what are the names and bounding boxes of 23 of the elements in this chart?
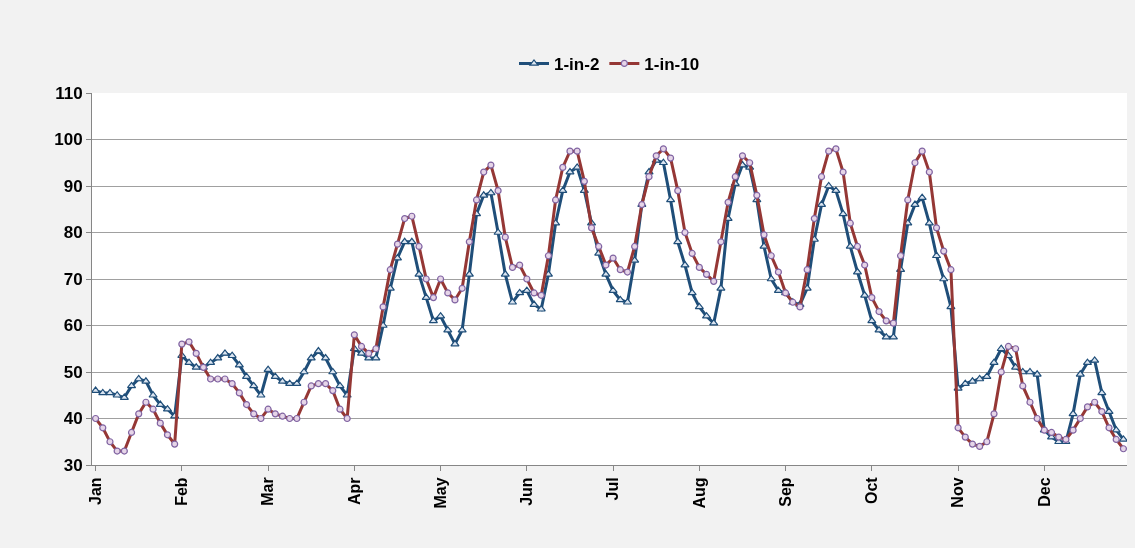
x-tick-label: Apr	[345, 477, 363, 505]
y-tick-label: 90	[63, 176, 83, 196]
y-tick-label: 100	[54, 130, 83, 150]
y-tick-label: 80	[63, 223, 83, 243]
x-tick-label: Jan	[86, 477, 104, 505]
x-tick-label: Feb	[173, 477, 191, 506]
legend-label: 1-in-2	[554, 55, 600, 75]
y-tick-label: 50	[63, 362, 83, 382]
y-tick-label: 40	[63, 409, 83, 429]
x-tick-label: Jun	[518, 477, 536, 506]
x-tick-label: Nov	[949, 477, 967, 508]
y-tick-label: 60	[63, 316, 83, 336]
x-tick-label: Oct	[863, 476, 881, 505]
y-tick-label: 110	[55, 83, 83, 103]
legend-label: 1-in-10	[644, 55, 700, 75]
x-tick-label: Aug	[690, 477, 708, 509]
x-tick-label: May	[431, 477, 449, 509]
y-tick-label: 30	[63, 455, 83, 475]
x-tick-label: Dec	[1035, 477, 1053, 507]
x-tick-label: Jul	[604, 477, 622, 501]
x-tick-label: Sep	[776, 477, 794, 507]
y-tick-label: 70	[63, 269, 83, 289]
x-tick-label: Mar	[259, 477, 277, 506]
